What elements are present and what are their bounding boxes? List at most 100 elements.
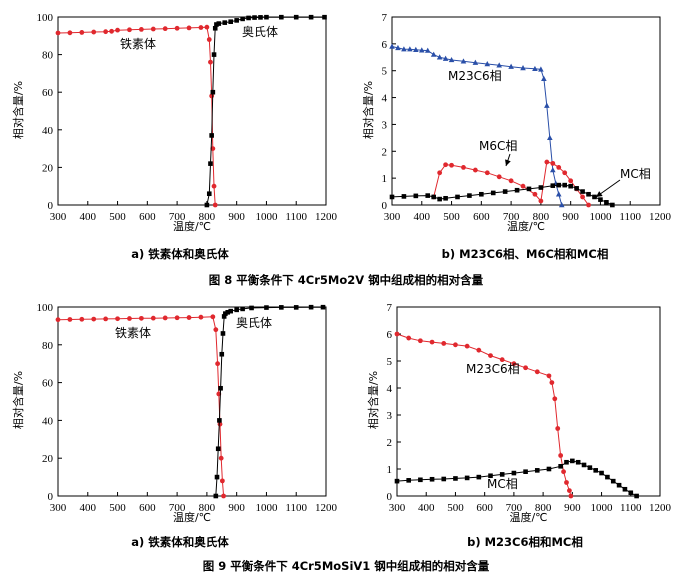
- y-tick-label: 60: [42, 378, 54, 390]
- data-point: [213, 327, 219, 333]
- data-point: [401, 46, 407, 52]
- subcaption-fig8-b: b) M23C6相、M6C相和MC相: [442, 247, 609, 261]
- x-tick-label: 1100: [620, 502, 642, 514]
- data-point: [555, 191, 562, 197]
- x-tick-label: 800: [535, 502, 552, 514]
- data-point: [218, 455, 224, 461]
- data-point: [556, 182, 562, 188]
- x-tick-label: 300: [50, 502, 67, 514]
- data-point: [460, 58, 467, 64]
- series-triangle: [389, 43, 565, 208]
- data-point: [234, 307, 239, 313]
- data-point: [476, 474, 482, 480]
- x-axis-title: 温度/℃: [509, 510, 547, 524]
- chart-panel-fig9-a: 300 400 500 600 700 800 900 1000 1100 1200 0 20 40 60…: [11, 302, 338, 524]
- x-tick-label: 500: [443, 211, 460, 223]
- data-point: [228, 19, 234, 24]
- data-point: [499, 472, 505, 477]
- data-point: [534, 468, 540, 473]
- data-point: [252, 15, 257, 20]
- series-line: [206, 16, 325, 206]
- data-point: [211, 183, 217, 189]
- data-point: [610, 478, 616, 484]
- data-point: [218, 385, 223, 391]
- y-tick-label: 0: [387, 491, 393, 503]
- x-tick-label: 500: [447, 502, 464, 514]
- annotation-arrowhead: [505, 159, 511, 166]
- data-point: [264, 14, 269, 20]
- data-point: [55, 30, 61, 36]
- subcaption-fig9-b: b) M23C6相和MC相: [467, 535, 583, 549]
- y-tick-label: 40: [42, 125, 54, 137]
- data-point: [219, 478, 225, 484]
- figure-caption-9: 图 9 平衡条件下 4Cr5MoSiV1 钢中组成相的相对含量: [203, 559, 490, 573]
- data-point: [67, 30, 73, 36]
- series-square: [213, 304, 326, 499]
- x-tick-label: 1000: [589, 211, 612, 223]
- data-point: [532, 191, 538, 197]
- data-point: [204, 202, 210, 208]
- data-point: [429, 476, 435, 482]
- data-point: [211, 52, 217, 57]
- x-tick-label: 600: [476, 502, 493, 514]
- data-point: [394, 478, 400, 484]
- y-tick-label: 2: [387, 437, 393, 449]
- data-point: [488, 473, 493, 479]
- y-tick-label: 2: [382, 146, 388, 158]
- data-point: [223, 311, 228, 316]
- data-point: [472, 59, 479, 65]
- data-point: [443, 195, 448, 201]
- data-point: [91, 316, 97, 322]
- y-tick-label: 3: [382, 119, 388, 131]
- y-tick-label: 100: [37, 302, 54, 314]
- data-point: [599, 470, 604, 476]
- data-point: [407, 46, 413, 52]
- data-point: [532, 65, 538, 72]
- y-tick-label: 100: [37, 12, 54, 24]
- data-point: [198, 25, 204, 30]
- data-point: [564, 459, 569, 465]
- data-point: [249, 305, 254, 311]
- y-tick-label: 0: [48, 200, 54, 212]
- data-point: [162, 315, 168, 321]
- data-point: [476, 347, 482, 353]
- data-point: [568, 178, 574, 184]
- data-point: [552, 396, 558, 402]
- data-point: [523, 365, 528, 371]
- data-point: [210, 89, 216, 95]
- y-tick-label: 3: [387, 410, 393, 422]
- x-tick-label: 700: [503, 211, 520, 223]
- data-point: [437, 170, 443, 176]
- x-tick-label: 900: [562, 211, 579, 223]
- data-point: [581, 462, 587, 468]
- data-point: [308, 14, 314, 20]
- x-tick-label: 1100: [619, 211, 641, 223]
- x-tick-label: 500: [109, 211, 126, 223]
- data-point: [511, 470, 517, 476]
- data-point: [514, 187, 520, 193]
- data-point: [564, 480, 569, 485]
- data-point: [586, 202, 591, 208]
- data-point: [138, 315, 144, 321]
- data-point: [67, 317, 73, 322]
- data-point: [150, 315, 156, 321]
- y-tick-label: 4: [387, 383, 393, 395]
- series-annotation: M6C相: [479, 139, 517, 153]
- plot-frame: [391, 16, 661, 206]
- y-tick-label: 6: [382, 39, 388, 51]
- data-point: [246, 15, 251, 21]
- data-point: [109, 28, 114, 34]
- series-line: [396, 333, 572, 497]
- data-point: [442, 55, 449, 61]
- data-point: [558, 464, 563, 469]
- y-tick-label: 20: [42, 453, 54, 465]
- series-annotation: MC相: [487, 477, 518, 491]
- data-point: [228, 308, 234, 314]
- chart-panel-fig8-b: 300 400 500 600 700 800 900 1000 1100 1200 0 1 2 3 4 5 6…: [361, 12, 672, 233]
- data-point: [555, 426, 561, 431]
- y-axis-title: 相对含量/%: [11, 371, 25, 429]
- x-tick-label: 600: [139, 502, 156, 514]
- data-point: [464, 475, 470, 481]
- data-point: [556, 165, 562, 170]
